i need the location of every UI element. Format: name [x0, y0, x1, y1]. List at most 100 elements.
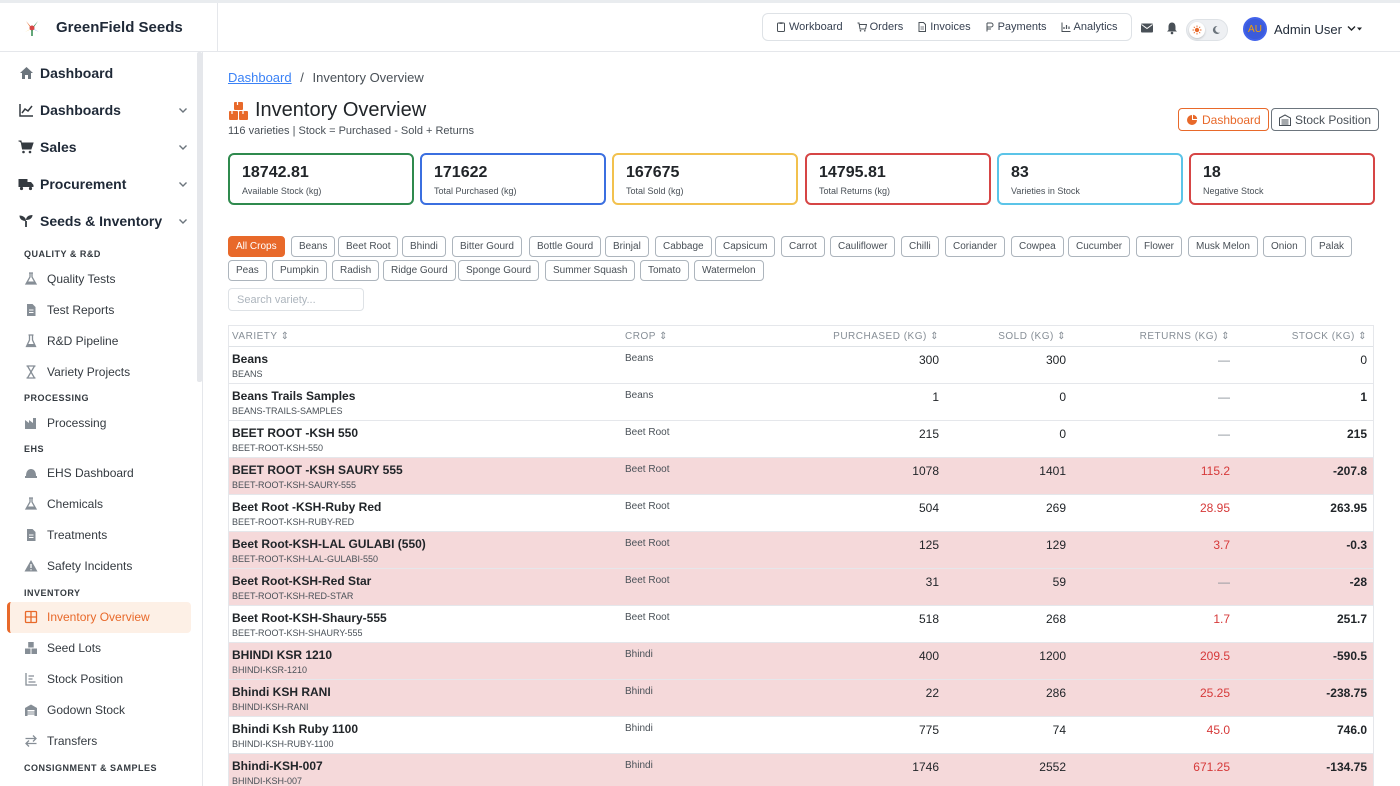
chip-bottle-gourd[interactable]: Bottle Gourd: [529, 236, 602, 257]
search-input[interactable]: [228, 288, 364, 311]
chip-cowpea[interactable]: Cowpea: [1011, 236, 1064, 257]
chip-musk-melon[interactable]: Musk Melon: [1188, 236, 1258, 257]
cell-purchased: 1746: [912, 760, 939, 774]
sidebar-item-label: Chemicals: [47, 497, 104, 511]
cell-returns: —: [1218, 353, 1230, 367]
mail-icon[interactable]: [1140, 21, 1154, 35]
table-row[interactable]: Beet Root -KSH-Ruby Red BEET-ROOT-KSH-RU…: [229, 495, 1373, 532]
payments-icon: [986, 22, 994, 32]
sidebar-item-rd-pipeline[interactable]: R&D Pipeline: [24, 334, 118, 348]
sidebar-item-dashboard[interactable]: Dashboard: [18, 65, 188, 81]
chip-cabbage[interactable]: Cabbage: [655, 236, 712, 257]
user-name: Admin User: [1274, 21, 1342, 37]
th-stock[interactable]: STOCK (KG) ⇕: [1291, 331, 1367, 342]
th-purchased[interactable]: PURCHASED (KG) ⇕: [833, 331, 939, 342]
sidebar-item-seeds-inventory-label: Seeds & Inventory: [40, 213, 163, 229]
table-row[interactable]: Beet Root-KSH-Shaury-555 BEET-ROOT-KSH-S…: [229, 606, 1373, 643]
brand[interactable]: GreenField Seeds: [0, 3, 218, 52]
stat-label: Total Returns (kg): [819, 186, 891, 196]
table-row[interactable]: Beet Root-KSH-Red Star BEET-ROOT-KSH-RED…: [229, 569, 1373, 606]
chip-pumpkin[interactable]: Pumpkin: [272, 260, 327, 281]
chip-flower[interactable]: Flower: [1136, 236, 1183, 257]
cell-variety: Bhindi-KSH-007: [232, 759, 323, 773]
chip-summer-squash[interactable]: Summer Squash: [545, 260, 636, 281]
sidebar-item-godown-stock[interactable]: Godown Stock: [24, 703, 125, 717]
sidebar-item-chemicals[interactable]: Chemicals: [24, 497, 103, 511]
chip-watermelon[interactable]: Watermelon: [694, 260, 764, 281]
topnav-analytics[interactable]: Analytics: [1054, 21, 1125, 33]
chip-bitter-gourd[interactable]: Bitter Gourd: [452, 236, 522, 257]
chevron-down-icon: [1347, 26, 1362, 31]
th-crop[interactable]: CROP ⇕: [625, 331, 668, 342]
sidebar-item-quality-tests[interactable]: Quality Tests: [24, 272, 115, 286]
chip-all-crops[interactable]: All Crops: [228, 236, 285, 257]
chip-radish[interactable]: Radish: [332, 260, 380, 281]
chip-palak[interactable]: Palak: [1311, 236, 1353, 257]
chip-onion[interactable]: Onion: [1263, 236, 1306, 257]
breadcrumb-link-dashboard[interactable]: Dashboard: [228, 70, 292, 85]
topnav-orders[interactable]: Orders: [850, 21, 911, 33]
stat-value: 83: [1011, 164, 1029, 181]
chip-tomato[interactable]: Tomato: [640, 260, 689, 281]
sidebar-item-ehs-dashboard[interactable]: EHS Dashboard: [24, 466, 134, 480]
section-inventory: INVENTORY: [24, 588, 81, 598]
cell-stock: 215: [1346, 427, 1367, 441]
sidebar-item-treatments[interactable]: Treatments: [24, 528, 107, 542]
stat-negative-stock: 18 Negative Stock: [1189, 153, 1375, 205]
user-menu[interactable]: AU Admin User: [1243, 17, 1363, 41]
chip-capsicum[interactable]: Capsicum: [715, 236, 776, 257]
theme-toggle[interactable]: [1186, 19, 1228, 41]
chip-beans[interactable]: Beans: [291, 236, 336, 257]
sidebar-item-safety-incidents[interactable]: Safety Incidents: [24, 559, 132, 573]
topnav-payments[interactable]: Payments: [978, 21, 1054, 33]
sidebar-item-variety-projects[interactable]: Variety Projects: [24, 365, 130, 379]
th-returns[interactable]: RETURNS (KG) ⇕: [1139, 331, 1230, 342]
sidebar-item-transfers[interactable]: Transfers: [24, 734, 97, 748]
sidebar-item-seed-lots[interactable]: Seed Lots: [24, 641, 101, 655]
topnav-analytics-label: Analytics: [1073, 21, 1118, 33]
chip-ridge-gourd[interactable]: Ridge Gourd: [383, 260, 456, 281]
chip-coriander[interactable]: Coriander: [945, 236, 1005, 257]
chip-brinjal[interactable]: Brinjal: [605, 236, 649, 257]
sidebar-item-inventory-overview[interactable]: Inventory Overview: [24, 610, 150, 624]
table-row[interactable]: Beans Trails Samples BEANS-TRAILS-SAMPLE…: [229, 384, 1373, 421]
table-header: VARIETY ⇕ CROP ⇕ PURCHASED (KG) ⇕ SOLD (…: [229, 326, 1373, 347]
table-row[interactable]: BHINDI KSR 1210 BHINDI-KSR-1210 Bhindi 4…: [229, 643, 1373, 680]
sidebar-item-stock-position[interactable]: Stock Position: [24, 672, 123, 686]
table-row[interactable]: Bhindi KSH RANI BHINDI-KSH-RANI Bhindi 2…: [229, 680, 1373, 717]
sidebar-item-test-reports[interactable]: Test Reports: [24, 303, 114, 317]
chip-beet-root[interactable]: Beet Root: [338, 236, 399, 257]
chip-peas[interactable]: Peas: [228, 260, 267, 281]
cell-sold: 59: [1052, 575, 1066, 589]
th-variety[interactable]: VARIETY ⇕: [232, 331, 290, 342]
sidebar-item-dashboards[interactable]: Dashboards: [18, 102, 188, 118]
sidebar-item-sales[interactable]: Sales: [18, 139, 188, 155]
chip-cauliflower[interactable]: Cauliflower: [830, 236, 896, 257]
dashboard-button[interactable]: Dashboard: [1178, 108, 1269, 131]
table-row[interactable]: Beet Root-KSH-LAL GULABI (550) BEET-ROOT…: [229, 532, 1373, 569]
chip-sponge-gourd[interactable]: Sponge Gourd: [458, 260, 540, 281]
chip-cucumber[interactable]: Cucumber: [1068, 236, 1131, 257]
table-row[interactable]: BEET ROOT -KSH SAURY 555 BEET-ROOT-KSH-S…: [229, 458, 1373, 495]
sidebar-item-seeds-inventory[interactable]: Seeds & Inventory: [18, 213, 188, 229]
sidebar-item-processing[interactable]: Processing: [24, 416, 106, 430]
topnav-invoices[interactable]: Invoices: [910, 21, 977, 33]
table-row[interactable]: Bhindi Ksh Ruby 1100 BHINDI-KSH-RUBY-110…: [229, 717, 1373, 754]
table-row[interactable]: Beans BEANS Beans 300 300 — 0: [229, 347, 1373, 384]
sidebar-active-highlight: [7, 602, 191, 633]
table-row[interactable]: BEET ROOT -KSH 550 BEET-ROOT-KSH-550 Bee…: [229, 421, 1373, 458]
topnav-workboard[interactable]: Workboard: [769, 21, 850, 33]
bell-icon[interactable]: [1165, 21, 1179, 35]
chip-bhindi[interactable]: Bhindi: [402, 236, 446, 257]
hardhat-icon: [25, 469, 37, 478]
sidebar-item-procurement[interactable]: Procurement: [18, 176, 188, 192]
chip-carrot[interactable]: Carrot: [781, 236, 825, 257]
cell-sold: 129: [1045, 538, 1066, 552]
sidebar-scrollbar[interactable]: [197, 52, 202, 382]
chip-chilli[interactable]: Chilli: [901, 236, 939, 257]
sidebar-item-label: EHS Dashboard: [47, 466, 134, 480]
table-row[interactable]: Bhindi-KSH-007 BHINDI-KSH-007 Bhindi 174…: [229, 754, 1373, 786]
stock-position-button[interactable]: Stock Position: [1271, 108, 1380, 131]
avatar: AU: [1243, 17, 1267, 41]
th-sold[interactable]: SOLD (KG) ⇕: [998, 331, 1066, 342]
